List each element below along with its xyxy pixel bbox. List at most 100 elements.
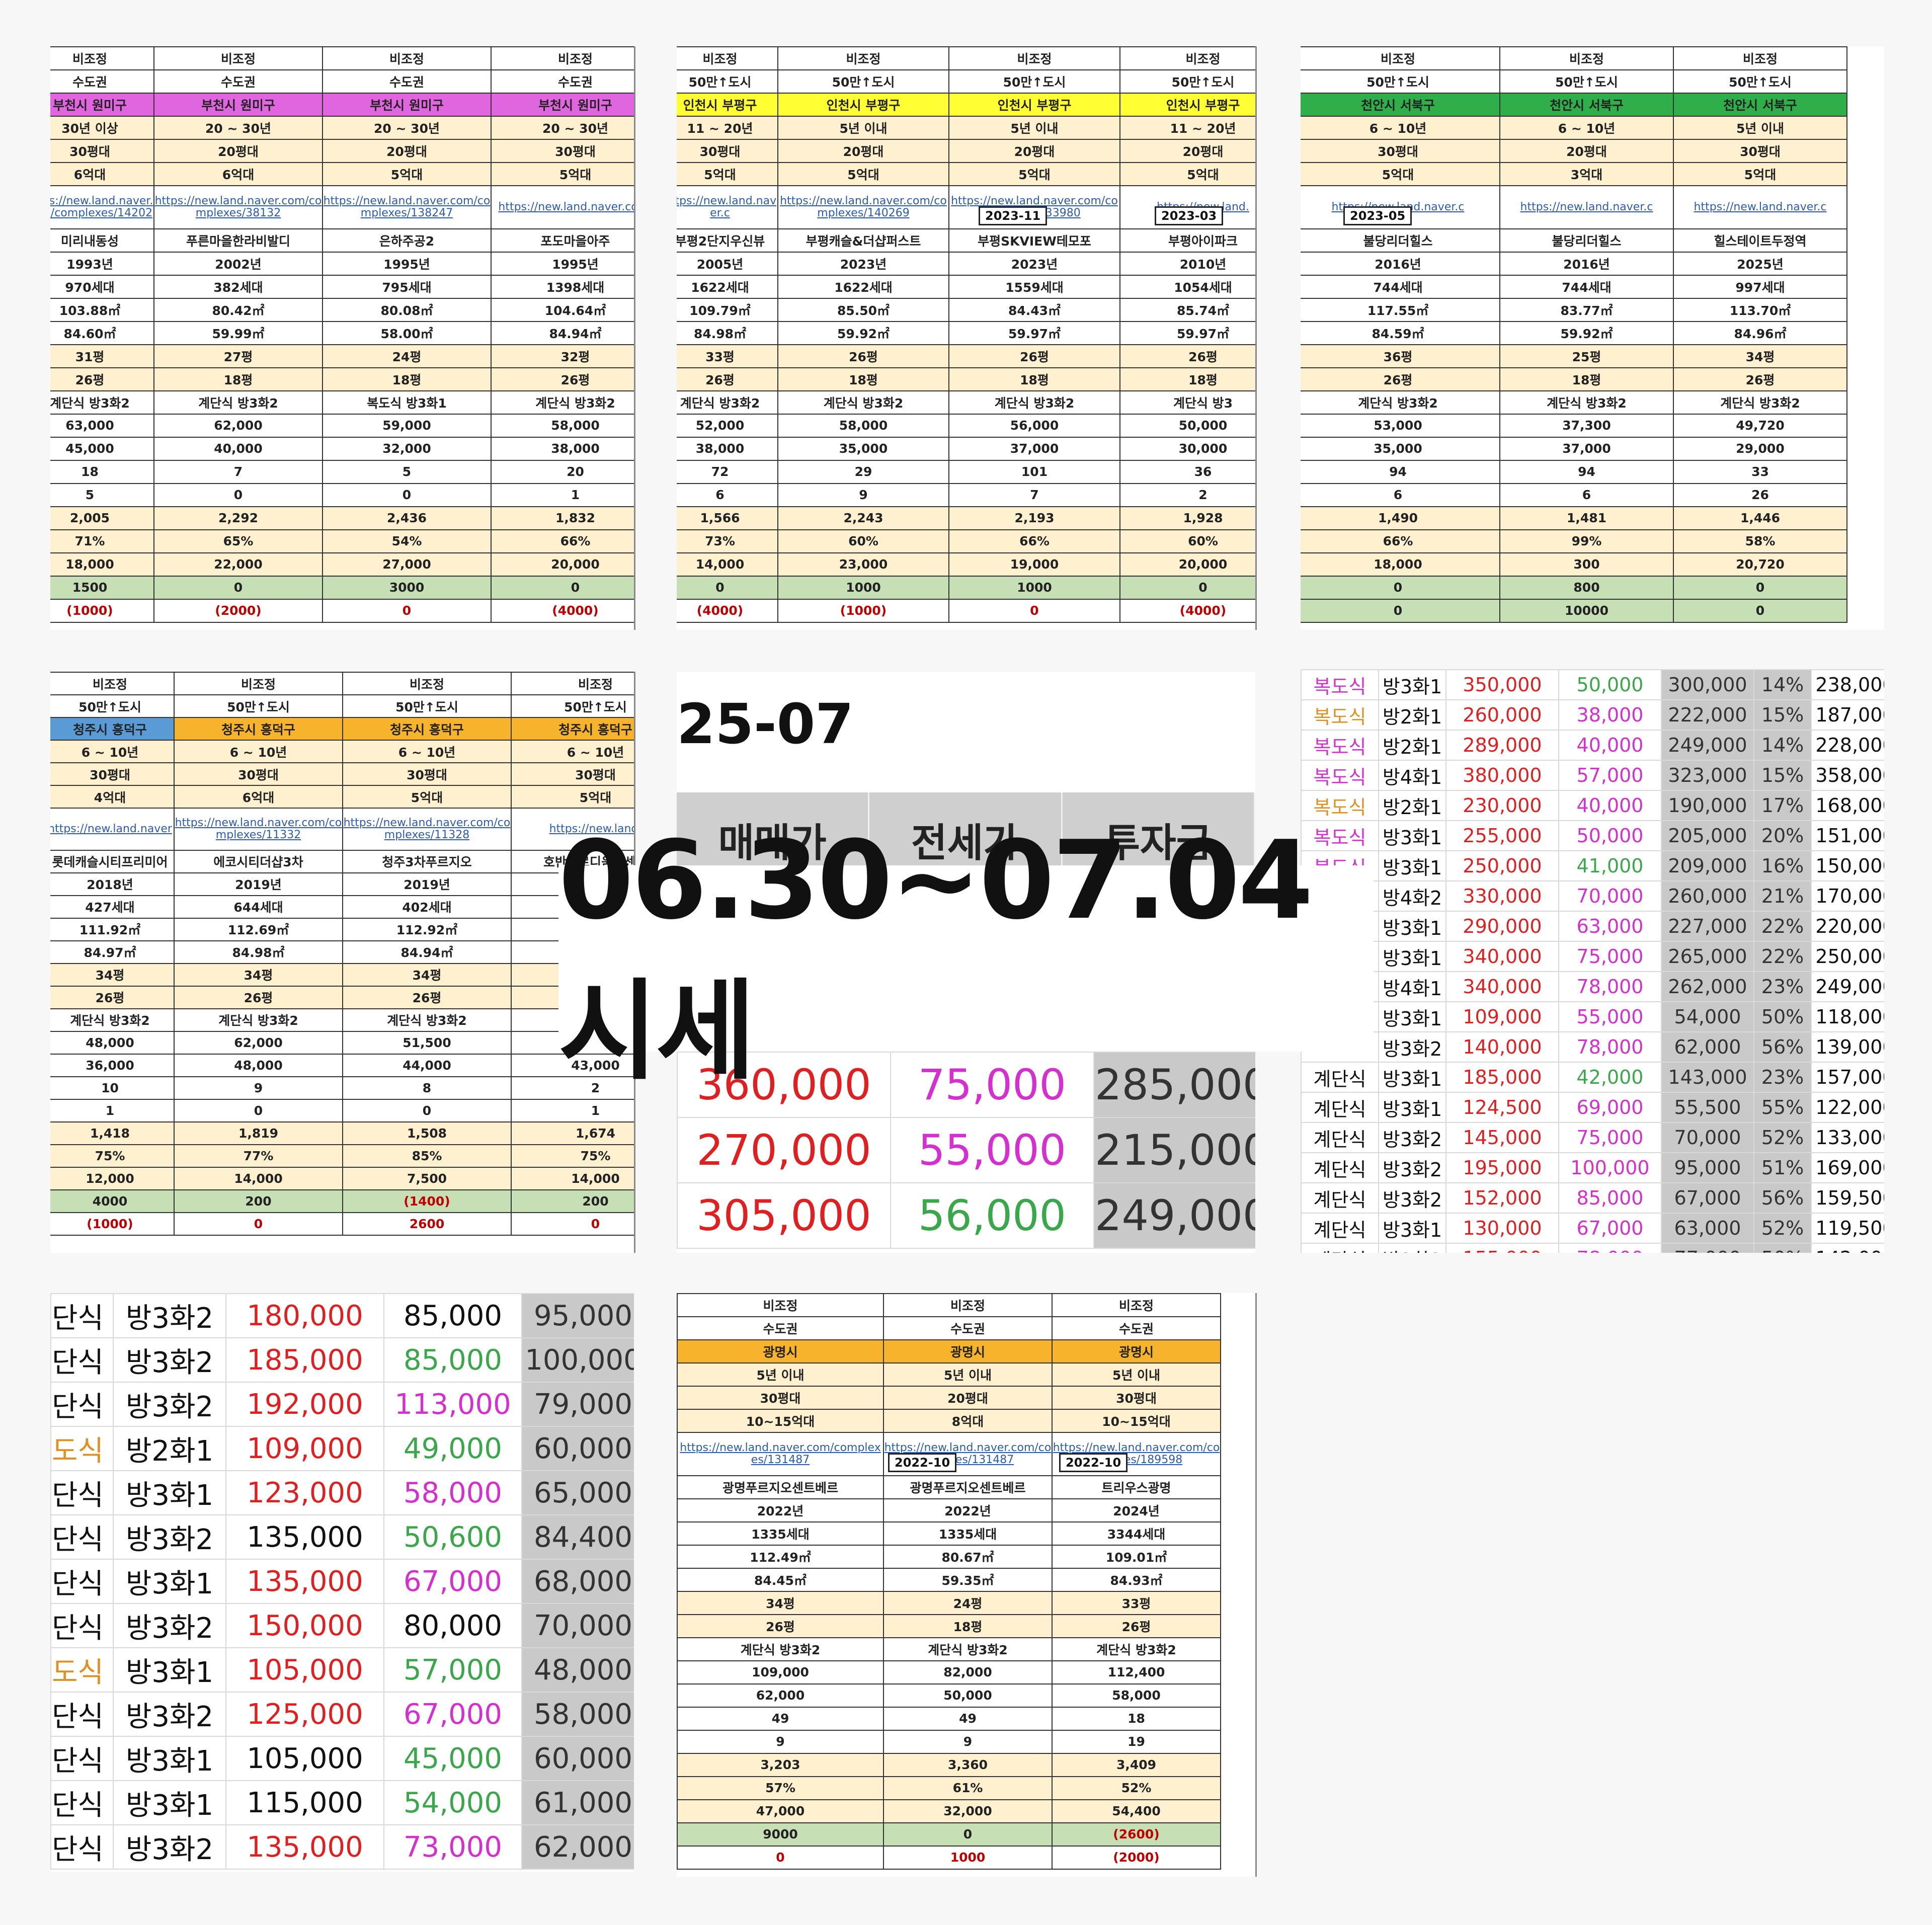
left-sale-cell: 123,000	[225, 1470, 384, 1515]
sheet-cell: 청주시 흥덕구	[342, 717, 512, 741]
sheet-cell: 5억대	[1119, 162, 1255, 186]
right-type-cell: 계단식	[1301, 1243, 1379, 1253]
sheet-cell: (1000)	[777, 598, 949, 623]
sheet-cell: 2010년	[1119, 251, 1255, 276]
right-gap-cell: 260,000	[1661, 880, 1754, 912]
sheet-cell: 72	[677, 459, 778, 484]
sheet-cell: 2,292	[153, 506, 323, 530]
sheet-cell: 26평	[342, 985, 512, 1009]
right-pct-cell: 23%	[1753, 1062, 1812, 1093]
sheet-panel-cheongju: 비조정 비조정 비조정 비조정 50만↑도시 50만↑도시 50만↑도시 50만↑도시 청주시 …	[50, 672, 635, 1253]
right-last-cell: 228,000	[1811, 730, 1884, 761]
right-gap-cell: 190,000	[1661, 790, 1754, 821]
left-price-row: 단식 방3화2 180,000 85,000 95,000	[50, 1293, 634, 1338]
sheet-cell: 2,243	[777, 506, 949, 530]
sheet-cell: 50만↑도시	[174, 694, 343, 718]
right-room-cell: 방3화1	[1378, 850, 1446, 881]
sheet-cell: 0	[1301, 575, 1500, 600]
sheet-row: 62,000 50,000 58,000	[677, 1683, 1255, 1708]
sheet-row: 50만↑도시 50만↑도시 50만↑도시	[1301, 69, 1884, 94]
right-last-cell: 150,000	[1811, 850, 1884, 881]
sheet-cell: 50,000	[1119, 413, 1255, 438]
sheet-cell[interactable]: https://new.land.naver	[50, 808, 175, 851]
sheet-cell: 54%	[322, 529, 492, 553]
sheet-cell[interactable]: https://new.land.naver.com/complexes/113…	[342, 808, 512, 851]
sheet-row: 18,000 300 20,720	[1301, 552, 1884, 577]
sheet-cell[interactable]: https://new.land.naver.com/complexes/138…	[322, 185, 492, 229]
sheet-cell: 43,000	[511, 1053, 634, 1077]
sheet-cell: 53,000	[1301, 413, 1500, 438]
sheet-cell[interactable]: https://new.land.naver.c	[1499, 185, 1674, 229]
sheet-cell: 34평	[342, 962, 512, 987]
sheet-row: 30년 이상 20 ~ 30년 20 ~ 30년 20 ~ 30년	[50, 116, 634, 140]
left-type-cell: 단식	[50, 1337, 114, 1383]
sheet-cell[interactable]: https://new.land.naver.c	[1673, 185, 1847, 229]
sheet-cell: 2002년	[153, 251, 323, 276]
sheet-cell[interactable]: https://new.land.naver.com/complexes/142…	[50, 185, 154, 229]
right-room-cell: 방2화1	[1378, 730, 1446, 761]
right-rent-cell: 50,000	[1558, 820, 1662, 851]
left-type-cell: 단식	[50, 1382, 114, 1427]
left-room-cell: 방3화1	[113, 1780, 226, 1825]
sheet-cell[interactable]: https://new.land.naver.c	[677, 185, 778, 229]
sheet-cell: 94	[1301, 459, 1500, 484]
sheet-cell: 5년 이내	[1052, 1362, 1221, 1387]
sheet-cell[interactable]: https://new.land.naver.com/complexes/131…	[677, 1432, 884, 1476]
sheet-cell: 비조정	[677, 1293, 884, 1317]
left-gap-cell: 95,000	[521, 1293, 634, 1338]
sheet-row: (1000) (2000) 0 (4000)	[50, 598, 634, 623]
left-room-cell: 방3화1	[113, 1736, 226, 1781]
sheet-cell: 트리우스광명	[1052, 1475, 1221, 1499]
sheet-row: 38,000 35,000 37,000 30,000	[677, 436, 1255, 461]
right-price-panel: 복도식방3화1350,00050,000300,00014%238,000복도식…	[1301, 669, 1884, 1253]
left-gap-cell: 100,000	[521, 1337, 634, 1383]
right-room-cell: 방4화2	[1378, 880, 1446, 912]
sheet-row: 18,000 22,000 27,000 20,000	[50, 552, 634, 577]
sheet-row: 계단식 방3화2 계단식 방3화2 계단식 방3화2	[677, 1637, 1255, 1661]
sheet-cell[interactable]: https://new.land.naver.com/	[491, 185, 634, 229]
sheet-cell[interactable]: https://new.land.	[511, 808, 634, 851]
right-last-cell: 139,000	[1811, 1031, 1884, 1063]
sheet-cell: 30,000	[1119, 436, 1255, 461]
sheet-cell: 30평대	[174, 762, 343, 786]
right-type-cell: 계단식	[1301, 1182, 1379, 1214]
sheet-cell: (2000)	[1052, 1845, 1221, 1870]
sheet-cell: 0	[677, 575, 778, 600]
sheet-cell: 인천시 부평구	[948, 93, 1120, 117]
sheet-cell: 18	[1052, 1706, 1221, 1731]
sheet-row: 1622세대 1622세대 1559세대 1054세대	[677, 274, 1255, 299]
sheet-row: 0 10000 0	[1301, 598, 1884, 623]
left-type-cell: 단식	[50, 1824, 114, 1870]
sheet-cell[interactable]: https://new.land.naver.com/complexes/113…	[174, 808, 343, 851]
sheet-cell: 32,000	[322, 436, 492, 461]
sheet-cell: 18,000	[1301, 552, 1500, 577]
sheet-cell: 33	[1673, 459, 1847, 484]
right-type-cell: 복도식	[1301, 760, 1379, 791]
left-price-row: 단식 방3화1 135,000 67,000 68,000	[50, 1559, 634, 1604]
sheet-row: 0 800 0	[1301, 575, 1884, 600]
sheet-cell[interactable]: https://new.land.naver.com/complexes/381…	[153, 185, 323, 229]
right-gap-cell: 54,000	[1661, 1001, 1754, 1032]
sheet-cell: 5억대	[491, 162, 634, 186]
sheet-cell: 5년 이내	[948, 116, 1120, 140]
date-note-flag: 2022-10	[888, 1453, 957, 1472]
right-pct-cell: 20%	[1753, 820, 1812, 851]
sheet-cell: 75%	[511, 1144, 634, 1168]
sheet-cell: 18,000	[50, 552, 154, 577]
sheet-cell: 49	[883, 1706, 1053, 1731]
sheet-cell: 2025년	[1673, 251, 1847, 276]
right-rent-cell: 38,000	[1558, 699, 1662, 731]
right-pct-cell: 16%	[1753, 850, 1812, 881]
sheet-cell[interactable]: https://new.land.naver.com/complexes/140…	[777, 185, 949, 229]
sheet-cell: 800	[1499, 575, 1674, 600]
sheet-cell: 62,000	[174, 1030, 343, 1055]
sheet-cell: 18평	[1119, 367, 1255, 391]
center-sale-cell: 305,000	[677, 1182, 891, 1249]
sheet5-table: 비조정 비조정 비조정 수도권 수도권 수도권 광명시 광명시 광명시 5년 이내 5년 이내 5년 …	[677, 1293, 1255, 1870]
left-room-cell: 방3화2	[113, 1603, 226, 1648]
sheet-cell: 수도권	[677, 1316, 884, 1340]
sheet-cell: 40,000	[153, 436, 323, 461]
sheet-cell: 비조정	[50, 672, 175, 695]
